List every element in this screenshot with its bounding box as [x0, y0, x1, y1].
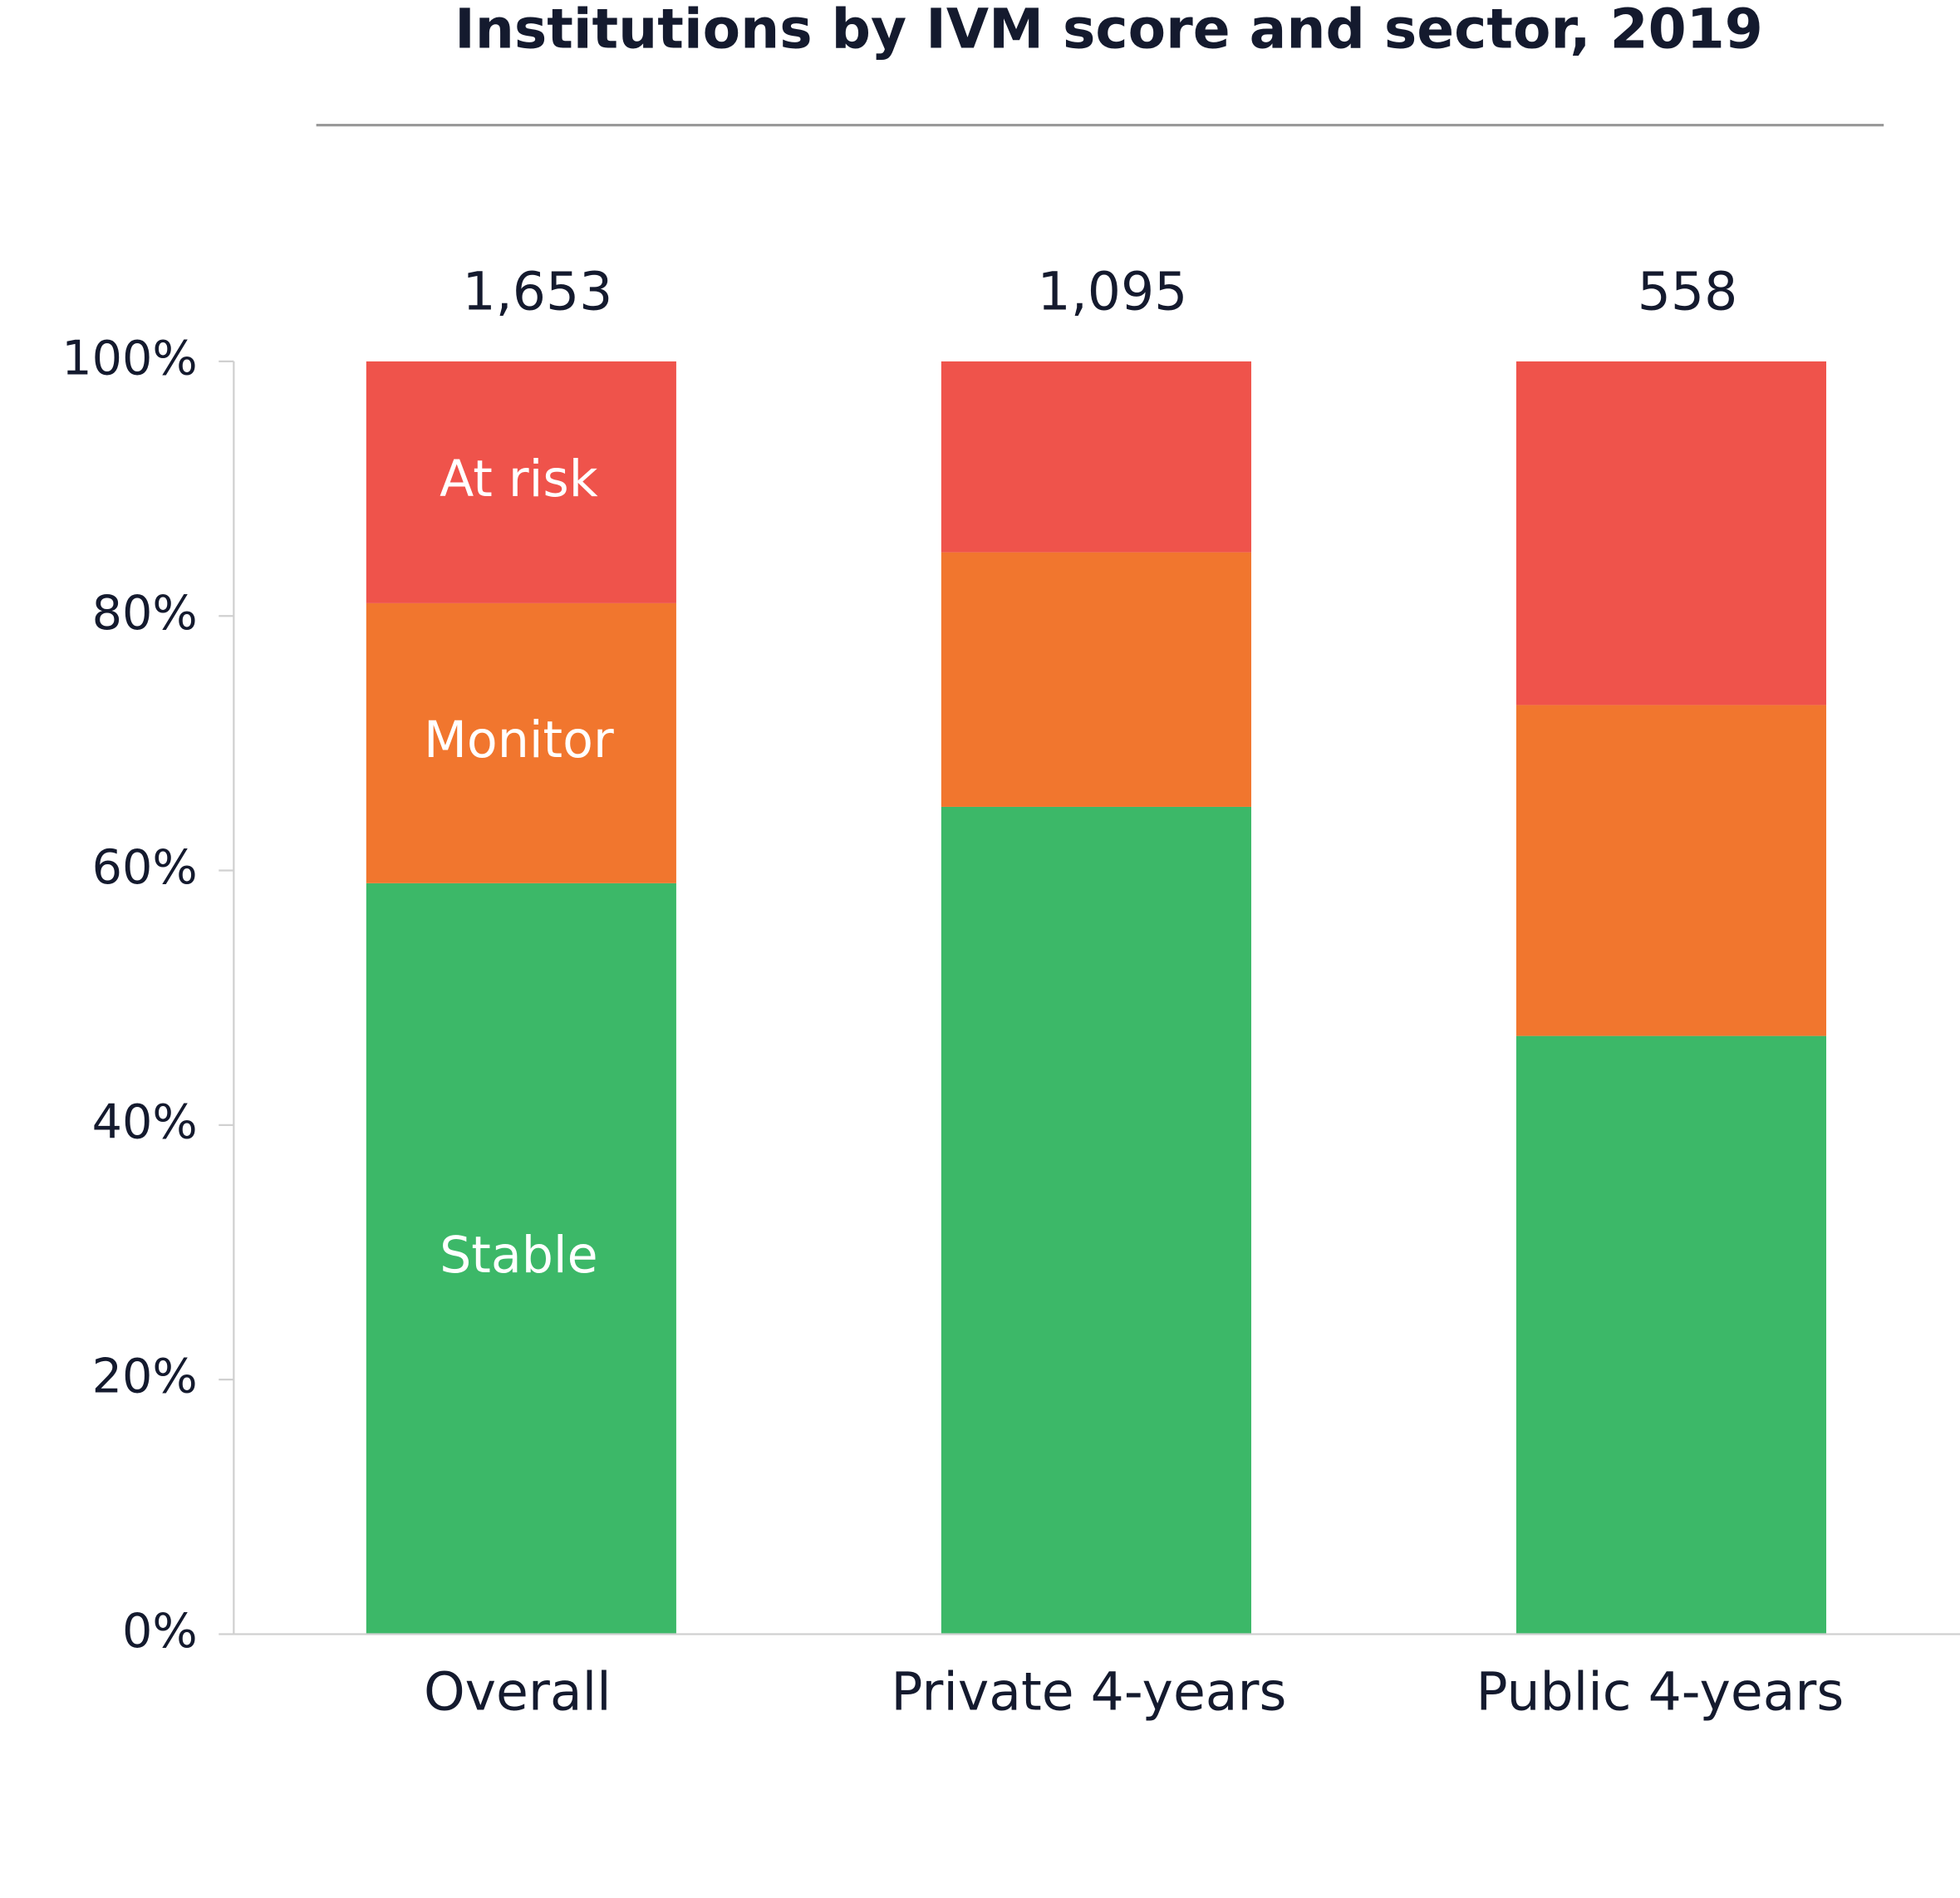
total-label: 1,653	[462, 261, 612, 322]
bar-segment	[366, 361, 676, 603]
bar-segment	[941, 361, 1251, 553]
y-tick-label: 20%	[92, 1350, 198, 1404]
y-tick-label: 80%	[92, 586, 198, 641]
bar-segment	[941, 806, 1251, 1635]
bar-segment	[366, 602, 676, 883]
x-tick-label: Overall	[424, 1661, 612, 1723]
segment-label: At risk	[440, 450, 598, 509]
y-tick-label: 60%	[92, 840, 198, 895]
y-tick-label: 40%	[92, 1094, 198, 1149]
segment-label: Monitor	[424, 711, 614, 770]
total-label: 558	[1638, 261, 1738, 322]
y-tick-label: 0%	[122, 1604, 198, 1659]
segment-label: Stable	[440, 1227, 598, 1285]
bar-segment	[1515, 361, 1827, 706]
bar-segment	[941, 552, 1251, 807]
x-tick-label: Public 4-years	[1476, 1661, 1845, 1723]
total-label: 1,095	[1038, 261, 1188, 322]
bar-segment	[1515, 705, 1827, 1036]
chart-title: Institutions by IVM score and sector, 20…	[454, 0, 1763, 61]
y-tick-label: 100%	[61, 332, 197, 386]
x-tick-label: Private 4-years	[891, 1661, 1286, 1723]
bar-segment	[1515, 1035, 1827, 1635]
bar-segment	[366, 883, 676, 1635]
